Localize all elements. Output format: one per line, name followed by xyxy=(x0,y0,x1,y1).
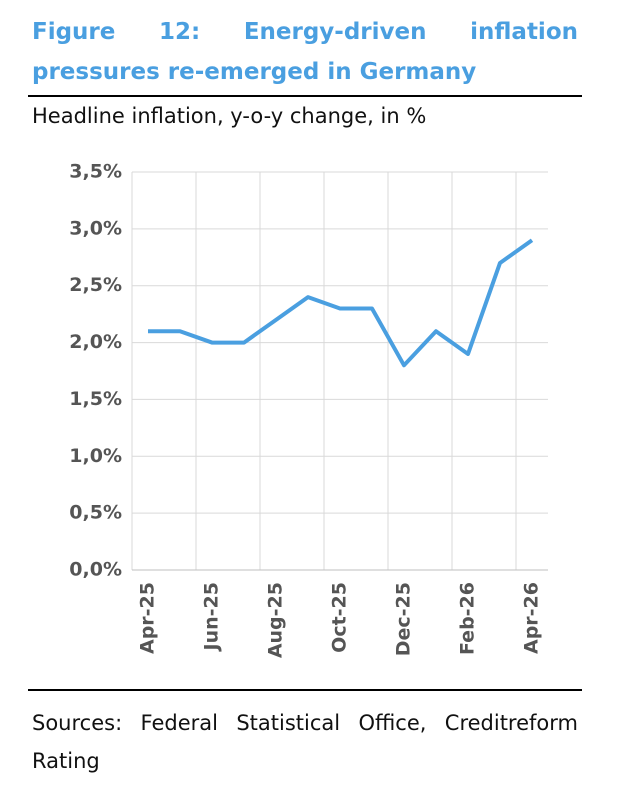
y-tick-label: 0,5% xyxy=(69,502,122,524)
source-note: Sources: Federal Statistical Office, Cre… xyxy=(32,711,578,773)
y-tick-label: 1,5% xyxy=(69,388,122,410)
y-tick-label: 1,0% xyxy=(69,445,122,467)
x-tick-label: Aug-25 xyxy=(265,582,287,658)
x-tick-label: Apr-26 xyxy=(521,582,543,654)
y-tick-label: 3,0% xyxy=(69,217,122,239)
x-tick-label: Dec-25 xyxy=(393,582,415,656)
y-tick-label: 0,0% xyxy=(69,559,122,581)
y-tick-label: 3,5% xyxy=(69,161,122,183)
x-tick-label: Jun-25 xyxy=(201,582,223,652)
x-tick-label: Apr-25 xyxy=(137,582,159,654)
y-tick-label: 2,5% xyxy=(69,274,122,296)
y-tick-label: 2,0% xyxy=(69,331,122,353)
chart-subtitle: Headline inflation, y-o-y change, in % xyxy=(32,104,427,128)
chart-title: Figure 12: Energy-driven inflation press… xyxy=(32,19,578,85)
x-tick-label: Feb-26 xyxy=(457,582,479,655)
x-tick-label: Oct-25 xyxy=(329,582,351,653)
line xyxy=(148,238,534,368)
